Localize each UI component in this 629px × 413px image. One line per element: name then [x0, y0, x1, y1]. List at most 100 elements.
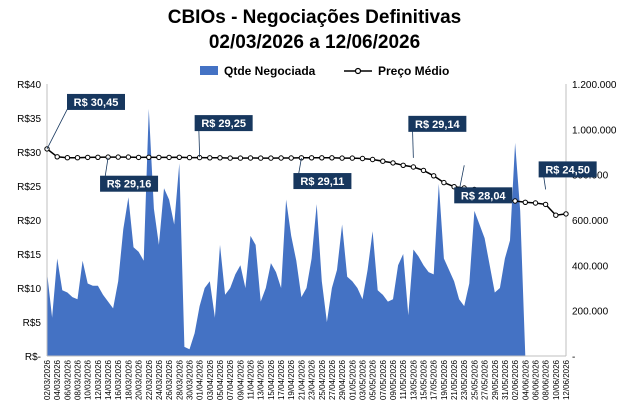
y-right-tick-label: - — [572, 352, 575, 363]
callout-label: R$ 29,25 — [201, 118, 246, 130]
price-point — [319, 155, 325, 161]
y-left-tick-label: R$5 — [23, 318, 42, 329]
y-left-tick-label: R$15 — [17, 250, 41, 261]
price-point — [115, 154, 121, 160]
x-tick-label: 19/04/2026 — [287, 359, 296, 400]
price-point — [85, 154, 91, 161]
callout-label: R$ 24,50 — [545, 164, 590, 176]
x-tick-label: 20/03/2026 — [135, 359, 144, 400]
legend-label-preco: Preço Médio — [378, 64, 449, 78]
x-tick-label: 27/04/2026 — [328, 359, 337, 400]
price-point — [237, 155, 244, 161]
price-point — [441, 179, 447, 186]
x-tick-label: 10/06/2026 — [552, 359, 561, 400]
x-tick-label: 09/05/2026 — [389, 359, 398, 400]
x-tick-label: 27/05/2026 — [481, 359, 490, 400]
price-point — [390, 160, 396, 166]
price-point — [64, 155, 71, 161]
price-point — [339, 155, 345, 161]
x-tick-label: 04/03/2026 — [53, 359, 62, 400]
x-tick-label: 08/06/2026 — [542, 359, 551, 400]
x-tick-label: 12/06/2026 — [562, 359, 571, 400]
price-point — [207, 155, 213, 161]
y-right-tick-label: 1.000.000 — [572, 125, 617, 136]
price-point — [125, 154, 132, 160]
price-point — [227, 155, 233, 161]
legend-label-qtde: Qtde Negociada — [224, 64, 316, 78]
price-point — [288, 155, 294, 161]
x-tick-label: 29/05/2026 — [491, 359, 500, 400]
x-tick-label: 03/04/2026 — [206, 359, 215, 400]
x-tick-label: 18/03/2026 — [124, 359, 133, 400]
chart-subtitle: 02/03/2026 a 12/06/2026 — [208, 32, 421, 53]
callout-label: R$ 28,04 — [461, 190, 507, 202]
price-point — [268, 155, 274, 161]
x-tick-label: 16/03/2026 — [114, 359, 123, 400]
x-tick-label: 25/04/2026 — [318, 359, 327, 400]
callout-box — [454, 187, 513, 204]
x-tick-label: 02/03/2026 — [43, 359, 52, 400]
x-tick-label: 31/05/2026 — [501, 359, 510, 400]
price-point — [166, 154, 172, 161]
callout-box — [293, 173, 352, 190]
legend-swatch-marker — [354, 67, 362, 75]
price-point — [563, 211, 569, 217]
y-left-tick-label: R$30 — [17, 148, 41, 159]
x-tick-label: 12/03/2026 — [94, 359, 103, 400]
price-point — [400, 162, 406, 169]
x-tick-label: 05/04/2026 — [216, 359, 225, 400]
y-left-tick-label: R$25 — [17, 182, 41, 193]
y-right-tick-label: 400.000 — [572, 261, 609, 272]
x-tick-label: 07/05/2026 — [379, 359, 388, 400]
price-point — [74, 155, 81, 161]
price-point — [329, 155, 335, 161]
x-tick-label: 13/04/2026 — [257, 359, 266, 400]
x-tick-label: 21/04/2026 — [297, 359, 306, 400]
price-point — [278, 155, 284, 161]
callout-box — [67, 93, 125, 110]
x-tick-label: 06/03/2026 — [63, 359, 72, 400]
callout: R$ 30,45 — [46, 93, 125, 150]
x-tick-label: 11/05/2026 — [399, 359, 408, 399]
price-point — [247, 155, 254, 161]
y-left-tick-label: R$- — [25, 352, 41, 363]
callout: R$ 29,14 — [408, 115, 467, 158]
price-point — [349, 155, 355, 161]
price-point — [359, 155, 366, 162]
price-point — [54, 154, 60, 160]
y-left-tick-label: R$20 — [17, 216, 41, 227]
price-point — [217, 155, 223, 161]
price-point — [410, 164, 417, 170]
x-tick-label: 06/06/2026 — [532, 359, 541, 400]
x-tick-label: 15/04/2026 — [267, 359, 276, 400]
callout: R$ 29,25 — [194, 115, 253, 158]
price-point — [308, 155, 315, 161]
x-tick-label: 19/05/2026 — [440, 359, 449, 400]
x-tick-label: 04/06/2026 — [521, 359, 530, 400]
callout-box — [538, 161, 597, 178]
x-tick-label: 25/05/2026 — [470, 359, 479, 400]
x-tick-label: 17/04/2026 — [277, 359, 286, 400]
x-tick-label: 09/04/2026 — [236, 359, 245, 400]
x-tick-label: 05/05/2026 — [369, 359, 378, 400]
x-tick-label: 07/04/2026 — [226, 359, 235, 400]
price-point — [380, 158, 386, 164]
callout-box — [408, 115, 467, 132]
callout-label: R$ 29,16 — [107, 179, 152, 191]
y-left-tick-label: R$10 — [17, 284, 41, 295]
x-tick-label: 11/04/2026 — [247, 359, 256, 399]
x-tick-label: 22/03/2026 — [145, 359, 154, 400]
x-tick-label: 02/06/2026 — [511, 359, 520, 400]
y-right-tick-label: 1.200.000 — [572, 80, 617, 91]
callout-label: R$ 29,11 — [300, 176, 344, 188]
price-point — [431, 173, 437, 179]
legend: Qtde Negociada Preço Médio — [200, 64, 449, 78]
x-tick-label: 28/03/2026 — [175, 359, 184, 400]
price-point — [420, 167, 427, 174]
price-point — [186, 154, 193, 161]
x-tick-label: 21/05/2026 — [450, 359, 459, 400]
price-point — [176, 154, 183, 161]
x-tick-label: 08/03/2026 — [74, 359, 83, 400]
chart-title: CBIOs - Negociações Definitivas — [167, 7, 462, 28]
